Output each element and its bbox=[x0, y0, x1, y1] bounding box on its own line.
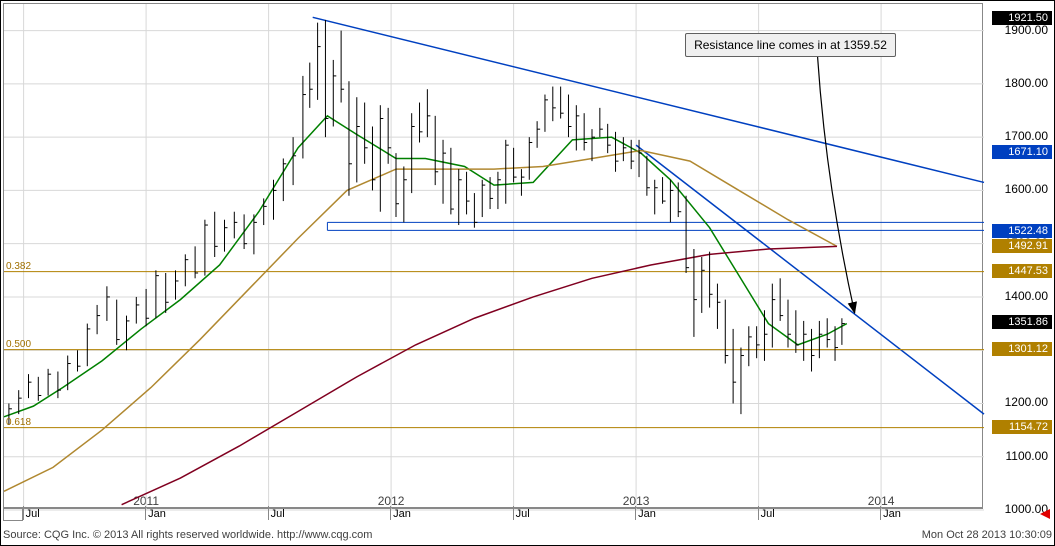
y-tick-label: 1200.00 bbox=[1005, 395, 1048, 409]
left-scroll-arrow-icon[interactable] bbox=[1040, 509, 1050, 519]
fib-label: 0.382 bbox=[6, 261, 31, 272]
x-tick bbox=[758, 506, 759, 520]
x-month-label: Jan bbox=[393, 508, 411, 520]
y-tick-label: 1600.00 bbox=[1005, 182, 1048, 196]
x-tick bbox=[635, 506, 636, 520]
x-tick bbox=[880, 506, 881, 520]
timestamp-text: Mon Oct 28 2013 10:30:09 bbox=[922, 529, 1052, 541]
chart-container: 2014201320122011 Resistance line comes i… bbox=[0, 0, 1055, 546]
y-tick-label: 1700.00 bbox=[1005, 129, 1048, 143]
y-tick-label: 1100.00 bbox=[1006, 449, 1049, 463]
y-tick-label: 1400.00 bbox=[1005, 289, 1048, 303]
x-tick bbox=[390, 506, 391, 520]
annotation-text: Resistance line comes in at 1359.52 bbox=[694, 38, 887, 52]
source-text: Source: CQG Inc. © 2013 All rights reser… bbox=[3, 529, 372, 541]
chart-mode-indicator bbox=[3, 509, 23, 521]
price-marker: 1351.86 bbox=[992, 315, 1052, 329]
y-axis: 1000.001100.001200.001300.001400.001500.… bbox=[982, 3, 1052, 509]
x-month-label: Jan bbox=[638, 508, 656, 520]
plot-area[interactable]: 2014201320122011 Resistance line comes i… bbox=[3, 3, 983, 509]
fib-label: 0.618 bbox=[6, 417, 31, 428]
x-month-label: Jul bbox=[26, 508, 40, 520]
timestamp: Mon Oct 28 2013 10:30:09 bbox=[922, 529, 1052, 541]
x-month-label: Jul bbox=[761, 508, 775, 520]
x-tick bbox=[513, 506, 514, 520]
x-month-label: Jul bbox=[271, 508, 285, 520]
price-marker: 1522.48 bbox=[992, 224, 1052, 238]
price-marker: 1671.10 bbox=[992, 145, 1052, 159]
price-marker: 1154.72 bbox=[992, 420, 1052, 434]
price-marker: 1301.12 bbox=[992, 342, 1052, 356]
resistance-annotation: Resistance line comes in at 1359.52 bbox=[685, 33, 896, 57]
x-axis: Jul Jan Jul Jan Jul Jan Jul Jan bbox=[3, 507, 983, 521]
x-month-label: Jul bbox=[516, 508, 530, 520]
price-marker: 1447.53 bbox=[992, 264, 1052, 278]
price-marker: 1921.50 bbox=[992, 11, 1052, 25]
x-month-label: Jan bbox=[883, 508, 901, 520]
x-tick bbox=[145, 506, 146, 520]
y-tick-label: 1800.00 bbox=[1005, 76, 1048, 90]
plot-svg bbox=[4, 4, 984, 510]
price-marker: 1492.91 bbox=[992, 239, 1052, 253]
x-month-label: Jan bbox=[148, 508, 166, 520]
status-bar: Source: CQG Inc. © 2013 All rights reser… bbox=[3, 529, 372, 541]
x-tick bbox=[268, 506, 269, 520]
fib-label: 0.500 bbox=[6, 339, 31, 350]
